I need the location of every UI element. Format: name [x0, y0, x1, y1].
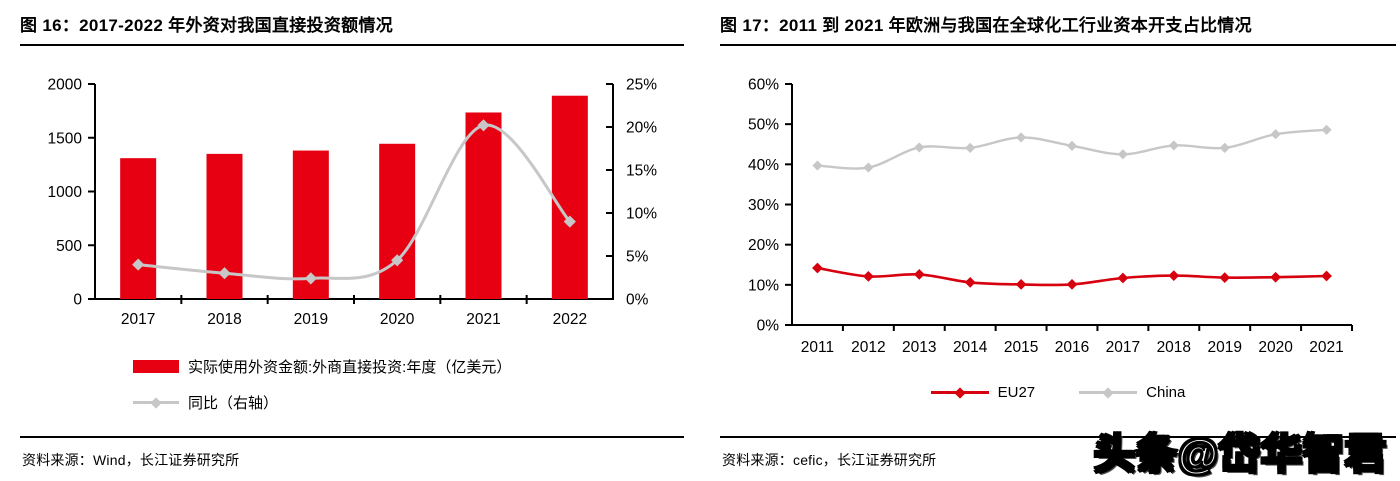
figure17-title-rule — [720, 44, 1396, 46]
svg-text:0: 0 — [73, 292, 82, 309]
svg-text:1500: 1500 — [48, 130, 83, 147]
svg-text:25%: 25% — [626, 77, 657, 94]
svg-text:2018: 2018 — [207, 311, 241, 328]
svg-text:20%: 20% — [626, 120, 657, 137]
svg-text:500: 500 — [56, 238, 82, 255]
svg-text:2022: 2022 — [553, 311, 587, 328]
figure16-bottom-rule — [20, 436, 684, 438]
figure16-chart: 0 500 1000 1500 2000 0% 5% 10% 15% 20% 25% 2017 2018… — [48, 77, 658, 329]
figure16-panel: 图 16：2017-2022 年外资对我国直接投资额情况 0 500 1000 150… — [20, 0, 684, 481]
svg-text:2000: 2000 — [48, 77, 83, 94]
svg-text:0%: 0% — [757, 318, 780, 335]
svg-text:1000: 1000 — [48, 184, 83, 201]
figure17-source: 资料来源：cefic，长江证券研究所 — [722, 452, 937, 468]
svg-text:2021: 2021 — [466, 311, 500, 328]
svg-text:60%: 60% — [748, 77, 779, 94]
svg-text:0%: 0% — [626, 292, 649, 309]
svg-text:2015: 2015 — [1004, 339, 1038, 356]
svg-text:2019: 2019 — [1207, 339, 1241, 356]
svg-text:2018: 2018 — [1157, 339, 1191, 356]
legend-eu27-item: EU27 — [930, 384, 1036, 401]
svg-text:40%: 40% — [748, 157, 779, 174]
svg-text:30%: 30% — [748, 197, 779, 214]
figure17-title: 图 17：2011 到 2021 年欧洲与我国在全球化工行业资本开支占比情况 — [720, 16, 1252, 35]
figure16-legend-line-item: 同比（右轴） — [133, 392, 278, 413]
line-series-label: 同比（右轴） — [188, 395, 279, 412]
svg-text:2011: 2011 — [801, 339, 834, 356]
figure17-chart: 0% 10% 20% 30% 40% 50% 60% 2011 2012 2013 2014 2015… — [748, 77, 1353, 356]
svg-text:2017: 2017 — [1106, 339, 1140, 356]
svg-text:2016: 2016 — [1055, 339, 1089, 356]
china-series-label: China — [1146, 384, 1186, 401]
svg-text:15%: 15% — [626, 163, 657, 180]
figure17-panel: 图 17：2011 到 2021 年欧洲与我国在全球化工行业资本开支占比情况 0… — [720, 0, 1396, 481]
legend-china-item: China — [1079, 384, 1185, 401]
bar-series-swatch — [133, 360, 179, 373]
svg-text:2013: 2013 — [902, 339, 936, 356]
diamond-marker-icon — [150, 396, 162, 409]
svg-text:50%: 50% — [748, 117, 779, 134]
svg-text:10%: 10% — [626, 206, 657, 223]
figure16-title: 图 16：2017-2022 年外资对我国直接投资额情况 — [20, 16, 394, 35]
svg-text:2014: 2014 — [953, 339, 988, 356]
svg-text:2017: 2017 — [121, 311, 155, 328]
bar-series-label: 实际使用外资金额:外商直接投资:年度（亿美元） — [188, 359, 512, 376]
svg-text:2020: 2020 — [380, 311, 415, 328]
figure17-bottom-rule — [720, 436, 1396, 438]
svg-text:2019: 2019 — [294, 311, 328, 328]
figure17-legend: EU27 China — [720, 384, 1396, 401]
eu27-series-swatch — [930, 386, 989, 399]
figure16-source: 资料来源：Wind，长江证券研究所 — [22, 452, 240, 468]
svg-text:10%: 10% — [748, 277, 779, 294]
line-series-swatch — [133, 396, 179, 409]
svg-text:20%: 20% — [748, 237, 779, 254]
svg-text:2020: 2020 — [1258, 339, 1293, 356]
svg-text:2021: 2021 — [1309, 339, 1343, 356]
svg-text:2012: 2012 — [851, 339, 885, 356]
figure16-legend-bar-item: 实际使用外资金额:外商直接投资:年度（亿美元） — [133, 356, 511, 377]
eu27-series-label: EU27 — [997, 384, 1036, 401]
diamond-marker-icon — [953, 386, 966, 399]
diamond-marker-icon — [1102, 386, 1114, 399]
watermark-text: 头条@岱华智君 — [1093, 430, 1387, 478]
figure16-title-rule — [20, 44, 684, 46]
china-series-swatch — [1079, 386, 1138, 399]
svg-text:5%: 5% — [626, 249, 649, 266]
